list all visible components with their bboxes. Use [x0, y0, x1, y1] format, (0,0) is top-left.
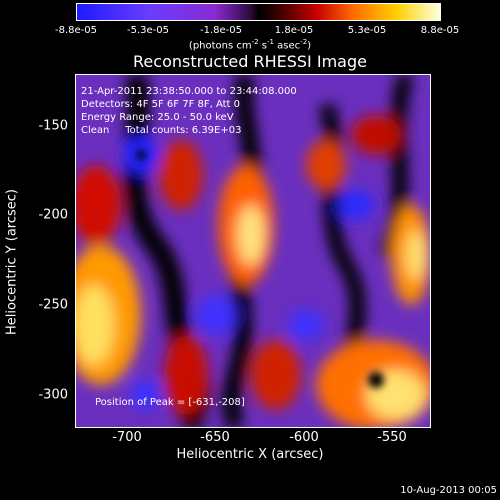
x-tick: -600	[289, 430, 319, 445]
rhessi-map	[76, 75, 430, 427]
colorbar-tick: 5.3e-05	[347, 25, 387, 36]
colorbar-tick: -5.3e-05	[127, 25, 169, 36]
colorbar-tick: 1.8e-05	[274, 25, 314, 36]
colorbar-tick: -8.8e-05	[55, 25, 97, 36]
info-energy: Energy Range: 25.0 - 50.0 keV	[81, 112, 234, 123]
info-clean: Clean Total counts: 6.39E+03	[81, 125, 242, 136]
colorbar-units: (photons cm-2 s-1 asec-2)	[188, 38, 312, 52]
y-tick: -150	[38, 118, 68, 134]
info-time: 21-Apr-2011 23:38:50.000 to 23:44:08.000	[81, 86, 297, 97]
y-axis-label: Heliocentric Y (arcsec)	[4, 189, 20, 335]
date-stamp: 10-Aug-2013 00:05	[400, 485, 497, 496]
colorbar-tick: 8.8e-05	[420, 25, 460, 36]
x-tick: -700	[112, 430, 142, 445]
x-axis-label: Heliocentric X (arcsec)	[176, 447, 324, 462]
y-tick: -250	[38, 297, 68, 313]
x-tick: -550	[377, 430, 407, 445]
colorbar	[76, 3, 441, 21]
x-tick: -650	[200, 430, 230, 445]
y-tick: -300	[38, 387, 68, 403]
plot-title: Reconstructed RHESSI Image	[133, 52, 367, 71]
info-detectors: Detectors: 4F 5F 6F 7F 8F, Att 0	[81, 99, 241, 110]
peak-position: Position of Peak = [-631,-208]	[95, 397, 245, 408]
y-tick: -200	[38, 207, 68, 223]
colorbar-tick: -1.8e-05	[200, 25, 242, 36]
rhessi-image	[75, 74, 431, 428]
